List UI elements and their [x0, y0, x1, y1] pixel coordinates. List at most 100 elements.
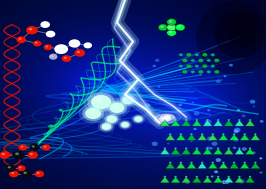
- Circle shape: [43, 23, 45, 25]
- Circle shape: [62, 55, 71, 62]
- Circle shape: [15, 153, 19, 155]
- Circle shape: [26, 26, 38, 34]
- Circle shape: [169, 133, 171, 135]
- Circle shape: [174, 176, 177, 177]
- Circle shape: [214, 170, 218, 173]
- Polygon shape: [192, 177, 202, 183]
- Circle shape: [223, 75, 227, 77]
- Circle shape: [226, 181, 229, 184]
- Ellipse shape: [160, 117, 170, 122]
- Circle shape: [210, 147, 213, 149]
- Circle shape: [42, 144, 50, 150]
- Circle shape: [180, 133, 182, 135]
- Ellipse shape: [165, 116, 170, 119]
- Circle shape: [44, 146, 46, 148]
- Circle shape: [107, 100, 127, 115]
- Circle shape: [234, 129, 239, 133]
- Circle shape: [233, 133, 235, 135]
- Circle shape: [185, 147, 187, 149]
- Polygon shape: [203, 120, 212, 126]
- Circle shape: [227, 176, 230, 177]
- Circle shape: [131, 114, 146, 124]
- Circle shape: [19, 144, 27, 150]
- Circle shape: [206, 176, 209, 177]
- Ellipse shape: [215, 10, 263, 58]
- Circle shape: [201, 133, 203, 135]
- Circle shape: [35, 170, 44, 177]
- Circle shape: [133, 115, 144, 123]
- Circle shape: [11, 172, 14, 174]
- Circle shape: [104, 98, 130, 117]
- Circle shape: [237, 109, 240, 111]
- Circle shape: [190, 162, 193, 163]
- Circle shape: [17, 165, 26, 171]
- Circle shape: [152, 65, 156, 67]
- Circle shape: [198, 59, 203, 62]
- Circle shape: [227, 147, 230, 149]
- Polygon shape: [165, 134, 175, 140]
- Circle shape: [123, 123, 125, 125]
- Circle shape: [84, 42, 92, 48]
- Circle shape: [133, 115, 144, 123]
- Circle shape: [190, 140, 193, 142]
- Circle shape: [12, 150, 25, 160]
- Circle shape: [119, 121, 131, 129]
- Circle shape: [40, 21, 50, 28]
- Circle shape: [234, 128, 240, 132]
- Polygon shape: [208, 163, 218, 169]
- Circle shape: [167, 143, 169, 145]
- Circle shape: [117, 93, 138, 108]
- Circle shape: [186, 53, 192, 57]
- Circle shape: [249, 176, 251, 177]
- Circle shape: [160, 26, 164, 28]
- Circle shape: [207, 109, 210, 111]
- Circle shape: [217, 147, 219, 149]
- Circle shape: [227, 119, 230, 121]
- Polygon shape: [187, 134, 196, 140]
- Circle shape: [238, 147, 240, 149]
- Circle shape: [207, 59, 211, 62]
- Polygon shape: [235, 177, 244, 183]
- Polygon shape: [197, 134, 207, 140]
- Circle shape: [235, 137, 238, 139]
- Polygon shape: [208, 134, 218, 140]
- Circle shape: [124, 98, 128, 100]
- Circle shape: [249, 119, 251, 121]
- Circle shape: [202, 64, 207, 68]
- Circle shape: [178, 104, 182, 106]
- Circle shape: [54, 44, 68, 54]
- Circle shape: [185, 181, 189, 184]
- Circle shape: [185, 119, 187, 121]
- Circle shape: [244, 133, 246, 135]
- Circle shape: [89, 110, 94, 114]
- Circle shape: [202, 53, 207, 57]
- Circle shape: [33, 40, 41, 46]
- Circle shape: [167, 19, 176, 26]
- Circle shape: [88, 93, 114, 111]
- Circle shape: [239, 179, 245, 184]
- Circle shape: [196, 176, 198, 177]
- Circle shape: [178, 108, 180, 110]
- Circle shape: [144, 104, 150, 108]
- Circle shape: [57, 46, 61, 49]
- Circle shape: [185, 176, 187, 177]
- Circle shape: [109, 117, 112, 119]
- Circle shape: [190, 133, 193, 135]
- Circle shape: [167, 24, 176, 31]
- Circle shape: [253, 105, 255, 107]
- Circle shape: [229, 64, 233, 67]
- Circle shape: [82, 105, 104, 121]
- Circle shape: [136, 118, 139, 119]
- Circle shape: [169, 162, 171, 163]
- Circle shape: [217, 119, 219, 121]
- Circle shape: [134, 116, 142, 122]
- Circle shape: [179, 65, 183, 68]
- Circle shape: [83, 89, 119, 115]
- Circle shape: [32, 145, 35, 148]
- Circle shape: [21, 146, 23, 148]
- Circle shape: [238, 119, 240, 121]
- Circle shape: [104, 114, 119, 124]
- Polygon shape: [251, 134, 260, 140]
- Circle shape: [244, 162, 246, 163]
- Circle shape: [179, 53, 183, 56]
